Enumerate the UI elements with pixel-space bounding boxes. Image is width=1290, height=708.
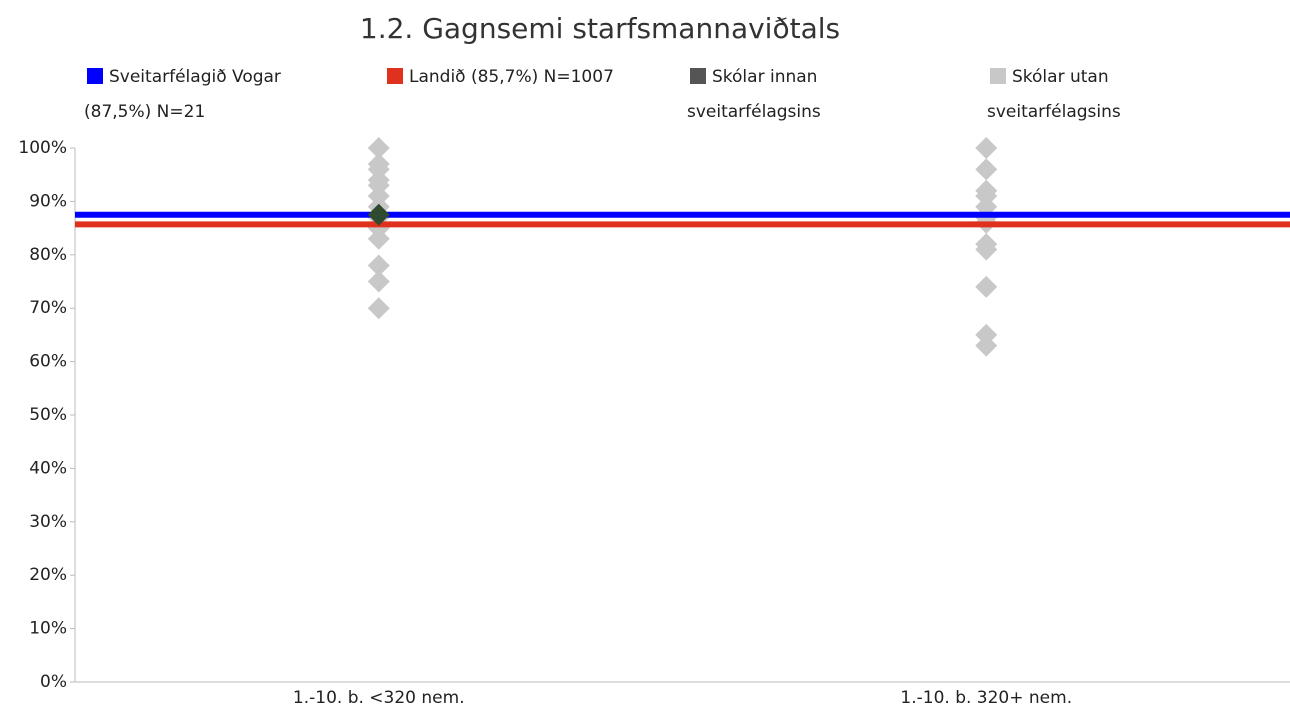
point: [367, 203, 390, 226]
point: [367, 270, 390, 293]
legend-swatch: [87, 68, 103, 84]
legend-line: Sveitarfélagið Vogar: [109, 67, 286, 87]
y-tick-label: 100%: [18, 138, 67, 158]
point: [975, 238, 998, 261]
legend-line: sveitarfélagsins: [687, 102, 821, 122]
y-tick-label: 30%: [29, 512, 67, 532]
legend-line: Skólar utan: [1012, 67, 1114, 87]
legend-label: Skólar utan sveitarfélagsins: [987, 67, 1121, 122]
legend-label: Landið (85,7%) N=1007: [409, 67, 614, 87]
legend-label: Skólar innan sveitarfélagsins: [687, 67, 823, 122]
point: [975, 334, 998, 357]
chart-title: 1.2. Gagnsemi starfsmannaviðtals: [360, 12, 840, 45]
y-tick-label: 0%: [40, 672, 67, 692]
legend-swatch: [690, 68, 706, 84]
y-tick-label: 90%: [29, 191, 67, 211]
x-tick-label: 1.-10. b. 320+ nem.: [900, 688, 1072, 708]
point: [367, 254, 390, 277]
point: [975, 275, 998, 298]
x-tick-label: 1.-10. b. <320 nem.: [293, 688, 465, 708]
point: [367, 227, 390, 250]
point: [367, 297, 390, 320]
legend-line: sveitarfélagsins: [987, 102, 1121, 122]
legend-label: Sveitarfélagið Vogar (87,5%) N=21: [84, 67, 286, 122]
legend-line: (87,5%) N=21: [84, 102, 205, 122]
point: [975, 137, 998, 159]
y-tick-label: 60%: [29, 352, 67, 372]
y-tick-label: 70%: [29, 298, 67, 318]
point: [975, 158, 998, 181]
y-tick-label: 50%: [29, 405, 67, 425]
legend-swatch: [387, 68, 403, 84]
y-tick-label: 40%: [29, 458, 67, 478]
y-tick-label: 20%: [29, 565, 67, 585]
point: [367, 137, 390, 159]
legend-line: Skólar innan: [712, 67, 823, 87]
y-tick-label: 80%: [29, 245, 67, 265]
legend-swatch: [990, 68, 1006, 84]
y-tick-label: 10%: [29, 619, 67, 639]
